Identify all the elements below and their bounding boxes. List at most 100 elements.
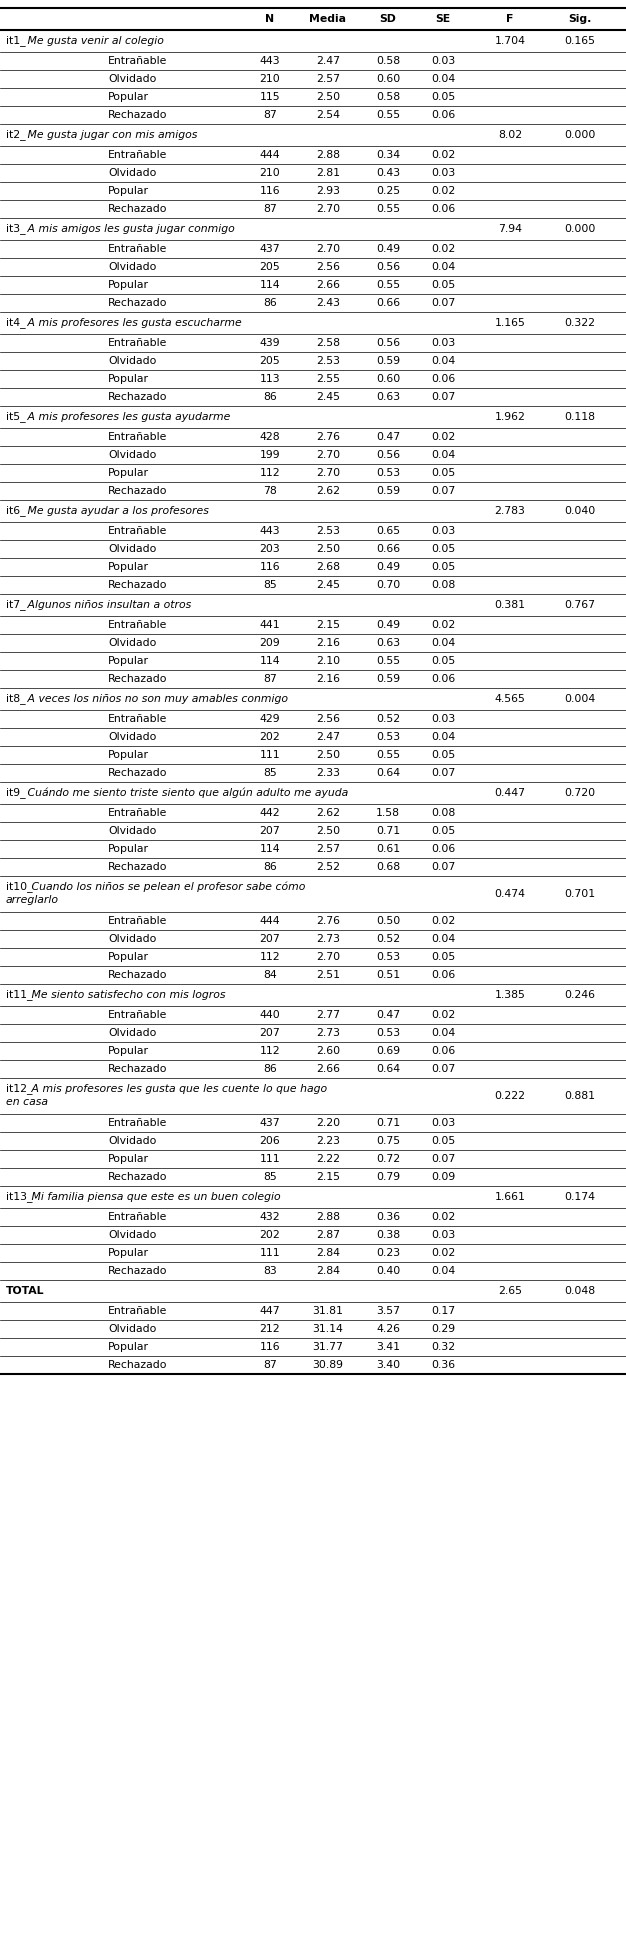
Text: SD: SD	[379, 14, 396, 23]
Text: 3.41: 3.41	[376, 1342, 400, 1351]
Text: 1.385: 1.385	[495, 991, 525, 1000]
Text: Olvidado: Olvidado	[108, 1137, 156, 1147]
Text: A mis profesores les gusta ayudarme: A mis profesores les gusta ayudarme	[24, 411, 230, 421]
Text: 0.47: 0.47	[376, 1010, 400, 1020]
Text: 0.02: 0.02	[431, 433, 455, 443]
Text: 0.68: 0.68	[376, 862, 400, 872]
Text: 0.50: 0.50	[376, 916, 400, 926]
Text: 203: 203	[260, 544, 280, 554]
Text: 0.52: 0.52	[376, 934, 400, 944]
Text: 0.06: 0.06	[431, 969, 455, 981]
Text: 0.03: 0.03	[431, 1117, 455, 1127]
Text: 0.06: 0.06	[431, 205, 455, 214]
Text: 0.06: 0.06	[431, 675, 455, 684]
Text: 0.49: 0.49	[376, 244, 400, 254]
Text: 0.05: 0.05	[431, 655, 455, 667]
Text: 86: 86	[263, 298, 277, 308]
Text: 2.84: 2.84	[316, 1266, 340, 1275]
Text: 0.04: 0.04	[431, 261, 455, 271]
Text: 0.03: 0.03	[431, 337, 455, 347]
Text: 0.004: 0.004	[565, 694, 595, 704]
Text: it7_: it7_	[6, 599, 26, 610]
Text: Olvidado: Olvidado	[108, 1324, 156, 1334]
Text: Olvidado: Olvidado	[108, 168, 156, 177]
Text: 0.02: 0.02	[431, 620, 455, 630]
Text: 8.02: 8.02	[498, 131, 522, 140]
Text: 0.55: 0.55	[376, 109, 400, 121]
Text: 0.29: 0.29	[431, 1324, 455, 1334]
Text: A mis amigos les gusta jugar conmigo: A mis amigos les gusta jugar conmigo	[24, 224, 235, 234]
Text: 2.51: 2.51	[316, 969, 340, 981]
Text: 85: 85	[263, 768, 277, 778]
Text: Rechazado: Rechazado	[108, 392, 168, 402]
Text: F: F	[506, 14, 514, 23]
Text: 210: 210	[260, 74, 280, 84]
Text: 87: 87	[263, 205, 277, 214]
Text: Mi familia piensa que este es un buen colegio: Mi familia piensa que este es un buen co…	[29, 1191, 281, 1201]
Text: Cuando los niños se pelean el profesor sabe cómo: Cuando los niños se pelean el profesor s…	[29, 881, 306, 891]
Text: 0.09: 0.09	[431, 1172, 455, 1182]
Text: 2.23: 2.23	[316, 1137, 340, 1147]
Text: 2.70: 2.70	[316, 952, 340, 961]
Text: 0.36: 0.36	[376, 1213, 400, 1223]
Text: 30.89: 30.89	[312, 1359, 344, 1371]
Text: 0.49: 0.49	[376, 620, 400, 630]
Text: 0.38: 0.38	[376, 1230, 400, 1240]
Text: 2.88: 2.88	[316, 150, 340, 160]
Text: it9_: it9_	[6, 788, 26, 798]
Text: 0.02: 0.02	[431, 150, 455, 160]
Text: 86: 86	[263, 1065, 277, 1074]
Text: Me gusta venir al colegio: Me gusta venir al colegio	[24, 35, 164, 47]
Text: 2.56: 2.56	[316, 714, 340, 723]
Text: 2.62: 2.62	[316, 807, 340, 817]
Text: Olvidado: Olvidado	[108, 934, 156, 944]
Text: Entrañable: Entrañable	[108, 620, 167, 630]
Text: 112: 112	[260, 1045, 280, 1057]
Text: 0.05: 0.05	[431, 1137, 455, 1147]
Text: 2.22: 2.22	[316, 1154, 340, 1164]
Text: Rechazado: Rechazado	[108, 298, 168, 308]
Text: 2.73: 2.73	[316, 934, 340, 944]
Text: 0.53: 0.53	[376, 731, 400, 743]
Text: Me gusta ayudar a los profesores: Me gusta ayudar a los profesores	[24, 505, 209, 517]
Text: 112: 112	[260, 468, 280, 478]
Text: 0.52: 0.52	[376, 714, 400, 723]
Text: 0.56: 0.56	[376, 261, 400, 271]
Text: 2.10: 2.10	[316, 655, 340, 667]
Text: 2.47: 2.47	[316, 57, 340, 66]
Text: Olvidado: Olvidado	[108, 450, 156, 460]
Text: 444: 444	[260, 150, 280, 160]
Text: 202: 202	[260, 1230, 280, 1240]
Text: 2.54: 2.54	[316, 109, 340, 121]
Text: 0.720: 0.720	[565, 788, 595, 798]
Text: 116: 116	[260, 1342, 280, 1351]
Text: 2.87: 2.87	[316, 1230, 340, 1240]
Text: en casa: en casa	[6, 1098, 48, 1108]
Text: 2.70: 2.70	[316, 205, 340, 214]
Text: 0.04: 0.04	[431, 1028, 455, 1037]
Text: 2.60: 2.60	[316, 1045, 340, 1057]
Text: 0.000: 0.000	[564, 131, 596, 140]
Text: Sig.: Sig.	[568, 14, 592, 23]
Text: it10_: it10_	[6, 881, 33, 893]
Text: 207: 207	[260, 827, 280, 837]
Text: 1.704: 1.704	[495, 35, 525, 47]
Text: Olvidado: Olvidado	[108, 544, 156, 554]
Text: 0.25: 0.25	[376, 185, 400, 197]
Text: 0.02: 0.02	[431, 1248, 455, 1258]
Text: Popular: Popular	[108, 1342, 149, 1351]
Text: 31.77: 31.77	[312, 1342, 344, 1351]
Text: 0.881: 0.881	[565, 1090, 595, 1102]
Text: 0.65: 0.65	[376, 526, 400, 536]
Text: 0.61: 0.61	[376, 844, 400, 854]
Text: 2.53: 2.53	[316, 526, 340, 536]
Text: 2.783: 2.783	[495, 505, 525, 517]
Text: 0.02: 0.02	[431, 916, 455, 926]
Text: TOTAL: TOTAL	[6, 1285, 44, 1297]
Text: 2.15: 2.15	[316, 1172, 340, 1182]
Text: 0.07: 0.07	[431, 862, 455, 872]
Text: 2.50: 2.50	[316, 544, 340, 554]
Text: 0.07: 0.07	[431, 486, 455, 495]
Text: 212: 212	[260, 1324, 280, 1334]
Text: 0.06: 0.06	[431, 1045, 455, 1057]
